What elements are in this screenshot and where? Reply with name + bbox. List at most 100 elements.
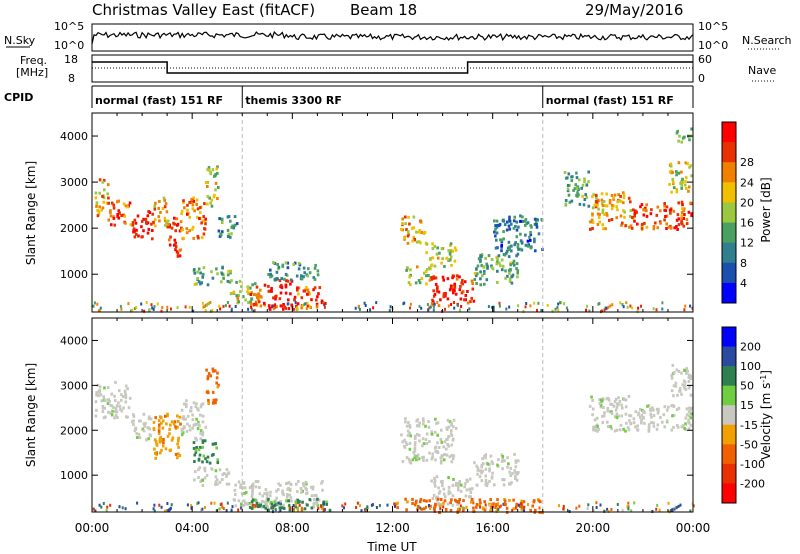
power-noise-cell [689,304,692,308]
velocity-echo-cell [482,506,485,510]
velocity-echo-cell [413,456,416,459]
power-noise-cell [323,305,326,309]
velocity-echo-cell [101,410,105,414]
velocity-echo-cell [515,502,519,506]
velocity-echo-cell [240,502,243,506]
velocity-noise-cell [320,504,323,508]
velocity-echo-cell [206,455,210,459]
velocity-echo-cell [115,410,119,414]
velocity-echo-cell [152,427,156,431]
power-echo-cell [244,298,247,302]
velocity-echo-cell [446,502,450,506]
velocity-echo-cell [396,506,399,510]
velocity-echo-cell [614,397,618,401]
power-noise-cell [418,304,421,308]
velocity-noise-cell [485,506,488,510]
power-echo-cell [610,207,614,211]
velocity-echo-cell [629,422,632,426]
power-echo-cell [631,215,634,219]
power-echo-cell [206,283,210,287]
power-echo-cell [432,289,435,293]
velocity-echo-cell [159,435,162,439]
velocity-echo-cell [211,390,215,394]
power-echo-cell [513,215,516,219]
power-echo-cell [685,218,689,222]
power-echo-cell [154,224,157,228]
power-echo-cell [622,209,625,213]
power-echo-cell [249,286,252,290]
velocity-echo-cell [449,509,453,512]
power-noise-cell [450,303,453,306]
velocity-echo-cell [425,432,429,436]
power-echo-cell [516,242,520,246]
velocity-echo-cell [201,484,205,487]
velocity-echo-cell [122,406,125,410]
power-echo-cell [510,249,513,253]
velocity-echo-cell [203,476,207,480]
power-echo-cell [204,181,208,184]
velocity-echo-cell [683,369,686,372]
power-echo-cell [442,295,446,299]
power-echo-cell [413,237,416,241]
power-echo-cell [216,171,219,175]
power-echo-cell [284,285,288,289]
velocity-echo-cell [652,424,656,428]
power-echo-cell [132,227,136,231]
power-echo-cell [275,270,279,274]
power-echo-cell [578,202,582,206]
time-x-axis: 00:00 04:00 08:00 12:00 16:00 20:00 00:00 [75,521,711,535]
power-ytick-label: 1000 [60,268,88,281]
power-echo-cell [595,200,599,204]
power-echo-cell [486,264,489,268]
velocity-echo-cell [438,490,442,494]
velocity-echo-cell [211,367,215,371]
power-echo-cell [687,210,691,214]
velocity-noise-cell [497,502,500,506]
power-echo-cell [296,302,300,306]
power-echo-cell [110,223,113,227]
velocity-echo-cell [493,483,496,487]
power-noise-cell [272,307,275,311]
velocity-noise-cell [186,503,189,507]
power-echo-cell [500,245,503,249]
velocity-echo-cell [509,474,513,477]
velocity-echo-cell [639,416,642,419]
velocity-echo-cell [198,466,202,470]
power-echo-cell [220,280,223,284]
power-noise-cell [363,301,366,305]
power-echo-cell [208,196,211,200]
freq-tick-top: 18 [64,53,78,66]
power-echo-cell [137,234,140,238]
velocity-echo-cell [142,412,146,416]
power-echo-cell [526,221,530,225]
power-noise-cell [433,302,436,306]
velocity-echo-cell [689,374,692,378]
power-echo-cell [320,299,324,303]
power-noise-cell [588,309,591,313]
power-echo-cell [515,267,518,271]
power-echo-cell [681,222,684,226]
velocity-echo-cell [445,438,448,441]
velocity-echo-cell [316,497,319,501]
velocity-echo-cell [627,394,631,398]
power-noise-cell [133,307,136,310]
velocity-noise-cell [655,507,658,511]
power-echo-cell [306,292,309,296]
velocity-echo-cell [143,424,146,428]
power-echo-cell [217,229,221,233]
power-echo-cell [163,198,166,202]
power-echo-cell [533,217,537,221]
power-noise-cell [93,301,96,305]
nsky-panel-frame [91,23,694,52]
velocity-noise-cell [497,508,500,511]
velocity-echo-cell [450,498,453,502]
freq-label-2: [MHz] [16,66,48,79]
power-echo-cell [497,254,501,258]
power-echo-cell [642,213,646,217]
power-echo-cell [152,220,155,224]
velocity-echo-cell [242,499,246,503]
power-echo-cell [166,225,170,229]
power-echo-cell [665,222,668,226]
power-echo-cell [147,227,151,231]
power-echo-cell [482,265,486,269]
